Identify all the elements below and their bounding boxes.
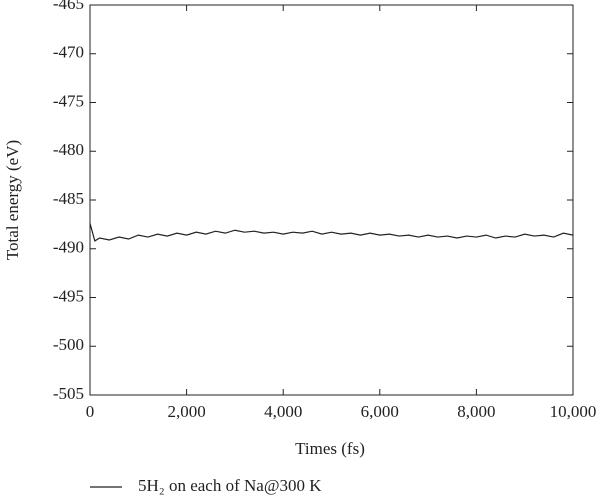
y-tick-label: -490: [53, 238, 84, 257]
x-tick-label: 8,000: [457, 402, 495, 421]
x-axis-label: Times (fs): [295, 439, 365, 458]
data-line: [89, 223, 574, 242]
y-tick-label: -495: [53, 286, 84, 305]
plot-frame: [89, 4, 574, 396]
y-tick-label: -470: [53, 43, 84, 62]
y-tick-label: -480: [53, 140, 84, 159]
x-tick-label: 6,000: [361, 402, 399, 421]
x-tick-label: 2,000: [167, 402, 205, 421]
x-tick-label: 4,000: [264, 402, 302, 421]
y-tick-label: -505: [53, 384, 84, 403]
legend-label: 5H₂ on each of Na@300 K: [138, 476, 322, 495]
x-tick-label: 10,000: [550, 402, 597, 421]
x-tick-label: 0: [86, 402, 95, 421]
y-axis-label: Total energy (eV): [3, 140, 22, 260]
y-tick-label: -500: [53, 335, 84, 354]
y-tick-label: -475: [53, 91, 84, 110]
y-tick-label: -465: [53, 0, 84, 13]
y-tick-label: -485: [53, 189, 84, 208]
